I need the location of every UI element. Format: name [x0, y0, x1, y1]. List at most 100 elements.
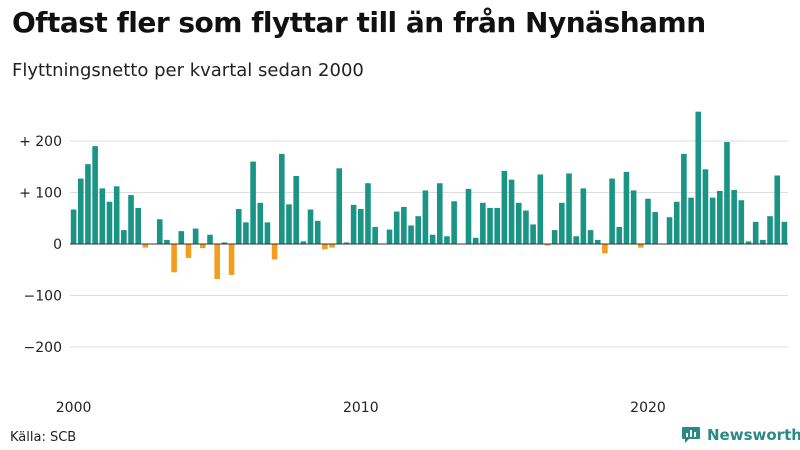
- bar: [480, 202, 486, 244]
- bar: [221, 242, 228, 244]
- bar: [566, 173, 572, 244]
- brand-name: Newsworthy: [707, 426, 800, 444]
- bar: [228, 244, 235, 275]
- bar: [422, 190, 429, 244]
- bar: [767, 216, 773, 244]
- y-tick-label: −200: [24, 340, 62, 356]
- bar: [472, 237, 479, 244]
- bar: [551, 230, 558, 244]
- bar: [487, 207, 493, 244]
- bar: [372, 227, 378, 244]
- bar: [235, 208, 242, 244]
- bar: [279, 153, 285, 245]
- bar: [393, 211, 400, 244]
- bar: [451, 201, 457, 244]
- x-tick-label: 2010: [343, 400, 379, 416]
- bar: [559, 202, 565, 244]
- bar: [623, 171, 630, 244]
- bar: [264, 222, 271, 244]
- bar: [329, 244, 335, 248]
- bar: [135, 207, 142, 244]
- bar: [681, 153, 687, 245]
- bar: [716, 190, 723, 244]
- bar: [501, 170, 508, 244]
- bar: [494, 207, 501, 244]
- bar: [142, 244, 149, 248]
- newsworthy-logo-icon: [682, 427, 700, 443]
- source-label: Källa: SCB: [10, 430, 77, 445]
- bar: [77, 178, 84, 244]
- bar: [530, 224, 536, 244]
- bar: [616, 227, 623, 244]
- bar: [508, 179, 515, 245]
- bar: [171, 244, 177, 273]
- bar: [436, 183, 443, 244]
- bar: [738, 200, 745, 244]
- bar: [408, 225, 414, 244]
- bar: [781, 221, 788, 244]
- bar: [307, 209, 314, 244]
- bar: [465, 188, 472, 244]
- bar: [645, 198, 651, 244]
- bar: [688, 197, 694, 244]
- bar: [257, 202, 264, 244]
- bar: [609, 178, 615, 244]
- bar: [745, 241, 752, 244]
- bar: [92, 146, 98, 244]
- bar: [774, 175, 781, 244]
- bar: [164, 239, 170, 244]
- bar: [544, 244, 551, 246]
- bar: [250, 161, 256, 244]
- bar-chart: + 200 + 100 0 −100 −200 2000 2010 2020: [19, 111, 788, 416]
- bar: [587, 230, 594, 244]
- bar: [415, 216, 422, 244]
- bar: [695, 111, 702, 245]
- bar: [602, 244, 608, 254]
- bar: [709, 197, 716, 244]
- bar: [70, 209, 77, 244]
- bar: [630, 190, 637, 244]
- brand-logo: Newsworthy: [681, 426, 800, 444]
- bar: [336, 168, 343, 244]
- bar: [666, 217, 673, 244]
- bar: [357, 208, 364, 244]
- bar: [113, 186, 120, 244]
- bar: [573, 236, 579, 244]
- chart-subtitle: Flyttningsnetto per kvartal sedan 2000: [12, 60, 364, 81]
- bar: [515, 202, 522, 244]
- bar: [293, 176, 299, 244]
- bar: [300, 241, 307, 244]
- bar: [673, 201, 680, 244]
- bar: [192, 228, 199, 244]
- bar: [365, 183, 371, 244]
- x-tick-label: 2000: [56, 400, 92, 416]
- bar: [121, 230, 127, 244]
- bar: [200, 244, 206, 249]
- bar: [271, 244, 278, 260]
- bar: [652, 212, 658, 244]
- bar: [214, 244, 220, 280]
- bar: [314, 220, 321, 244]
- bar: [537, 174, 544, 244]
- bar: [444, 236, 450, 244]
- bar: [85, 164, 91, 244]
- bar: [106, 201, 113, 244]
- bar: [760, 239, 766, 244]
- y-tick-label: −100: [24, 289, 62, 305]
- bar: [594, 239, 601, 244]
- bar: [322, 244, 328, 250]
- bar: [185, 244, 192, 258]
- y-tick-label: + 200: [19, 134, 62, 150]
- bar: [429, 234, 436, 244]
- bar: [350, 204, 357, 244]
- bar: [638, 244, 644, 248]
- bar: [731, 189, 737, 244]
- bar: [207, 234, 213, 244]
- bar: [752, 221, 759, 244]
- bar: [386, 229, 393, 244]
- y-tick-label: 0: [53, 237, 62, 253]
- bar: [523, 210, 529, 244]
- x-tick-label: 2020: [630, 400, 666, 416]
- bar: [401, 206, 407, 244]
- bar: [243, 222, 249, 244]
